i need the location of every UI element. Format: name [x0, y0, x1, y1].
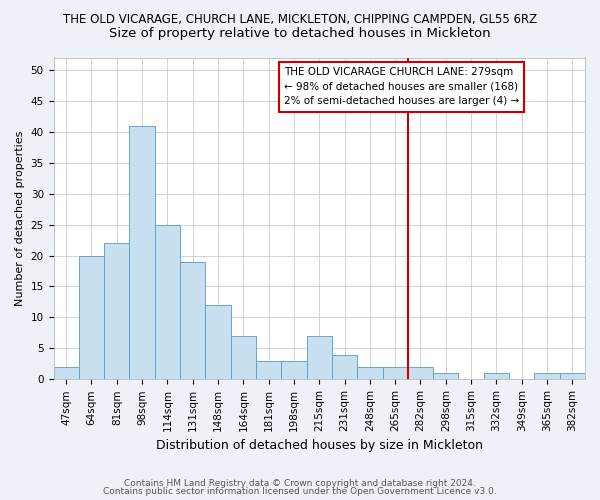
Bar — [79, 256, 104, 380]
Bar — [383, 367, 408, 380]
Bar — [332, 354, 357, 380]
Text: THE OLD VICARAGE CHURCH LANE: 279sqm
← 98% of detached houses are smaller (168)
: THE OLD VICARAGE CHURCH LANE: 279sqm ← 9… — [284, 67, 519, 106]
Bar — [560, 373, 585, 380]
Bar — [205, 305, 230, 380]
X-axis label: Distribution of detached houses by size in Mickleton: Distribution of detached houses by size … — [156, 440, 483, 452]
Bar — [535, 373, 560, 380]
Bar — [281, 361, 307, 380]
Bar — [484, 373, 509, 380]
Bar — [433, 373, 458, 380]
Bar — [155, 224, 180, 380]
Y-axis label: Number of detached properties: Number of detached properties — [15, 130, 25, 306]
Bar — [53, 367, 79, 380]
Text: Contains HM Land Registry data © Crown copyright and database right 2024.: Contains HM Land Registry data © Crown c… — [124, 478, 476, 488]
Text: THE OLD VICARAGE, CHURCH LANE, MICKLETON, CHIPPING CAMPDEN, GL55 6RZ: THE OLD VICARAGE, CHURCH LANE, MICKLETON… — [63, 12, 537, 26]
Bar — [408, 367, 433, 380]
Bar — [180, 262, 205, 380]
Bar — [357, 367, 383, 380]
Text: Contains public sector information licensed under the Open Government Licence v3: Contains public sector information licen… — [103, 487, 497, 496]
Text: Size of property relative to detached houses in Mickleton: Size of property relative to detached ho… — [109, 28, 491, 40]
Bar — [230, 336, 256, 380]
Bar — [104, 243, 130, 380]
Bar — [307, 336, 332, 380]
Bar — [130, 126, 155, 380]
Bar — [256, 361, 281, 380]
